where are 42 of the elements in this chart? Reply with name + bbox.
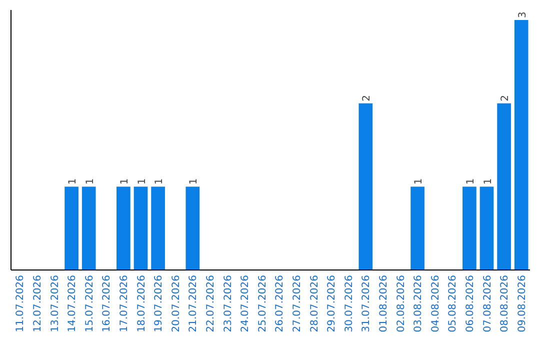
x-tick-label: 03.08.2026 [413, 275, 424, 332]
x-tick-label: 16.07.2026 [102, 275, 113, 332]
data-label: 1 [465, 178, 476, 185]
x-tick-label: 24.07.2026 [240, 275, 252, 332]
x-tick-label: 18.07.2026 [136, 275, 148, 332]
x-tick-label: 02.08.2026 [396, 275, 407, 332]
x-tick-label: 20.07.2026 [170, 275, 182, 332]
data-label: 1 [119, 178, 130, 185]
x-tick-label: 23.07.2026 [222, 275, 234, 332]
x-tick-label: 28.07.2026 [309, 275, 320, 332]
x-tick-label: 31.07.2026 [361, 275, 372, 332]
x-tick-label: 17.07.2026 [118, 275, 130, 332]
data-label: 1 [68, 178, 79, 185]
x-tick-label: 11.07.2026 [15, 275, 26, 332]
data-label: 1 [84, 178, 96, 185]
data-label: 2 [362, 94, 373, 102]
x-tick-label: 05.08.2026 [448, 275, 459, 332]
x-tick-label: 30.07.2026 [344, 275, 355, 332]
data-label: 1 [136, 178, 148, 185]
x-tick-label: 29.07.2026 [326, 275, 338, 332]
x-tick-label: 27.07.2026 [292, 275, 303, 332]
data-label: 1 [154, 178, 166, 185]
x-tick-label: 06.08.2026 [464, 275, 476, 332]
x-tick-label: 01.08.2026 [378, 275, 390, 332]
x-tick-label: 19.07.2026 [154, 275, 165, 332]
x-tick-label: 15.07.2026 [84, 275, 96, 332]
data-label: 1 [482, 178, 494, 185]
x-tick-label: 07.08.2026 [482, 275, 494, 332]
data-label: 1 [188, 178, 200, 185]
data-label: 3 [517, 12, 528, 18]
x-tick-label: 08.08.2026 [500, 275, 511, 332]
x-tick-label: 09.08.2026 [516, 275, 528, 332]
x-tick-label: 14.07.2026 [67, 275, 78, 332]
x-tick-label: 22.07.2026 [205, 275, 216, 332]
data-label: 2 [500, 94, 512, 102]
data-label: 1 [414, 178, 425, 185]
x-tick-label: 21.07.2026 [188, 275, 200, 332]
x-tick-label: 13.07.2026 [50, 275, 61, 332]
x-tick-label: 26.07.2026 [274, 275, 286, 332]
x-tick-label: 04.08.2026 [430, 275, 442, 332]
x-tick-label: 25.07.2026 [257, 275, 268, 332]
x-tick-label: 12.07.2026 [32, 275, 44, 332]
